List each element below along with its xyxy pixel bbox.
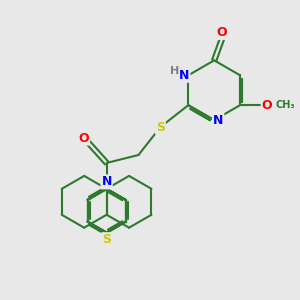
Text: S: S (102, 233, 111, 246)
Text: O: O (217, 26, 227, 39)
Text: S: S (156, 121, 165, 134)
Text: N: N (101, 176, 112, 188)
Text: N: N (179, 69, 190, 82)
Text: N: N (213, 114, 223, 127)
Text: H: H (170, 66, 179, 76)
Text: O: O (262, 99, 272, 112)
Text: O: O (78, 131, 89, 145)
Text: CH₃: CH₃ (276, 100, 296, 110)
